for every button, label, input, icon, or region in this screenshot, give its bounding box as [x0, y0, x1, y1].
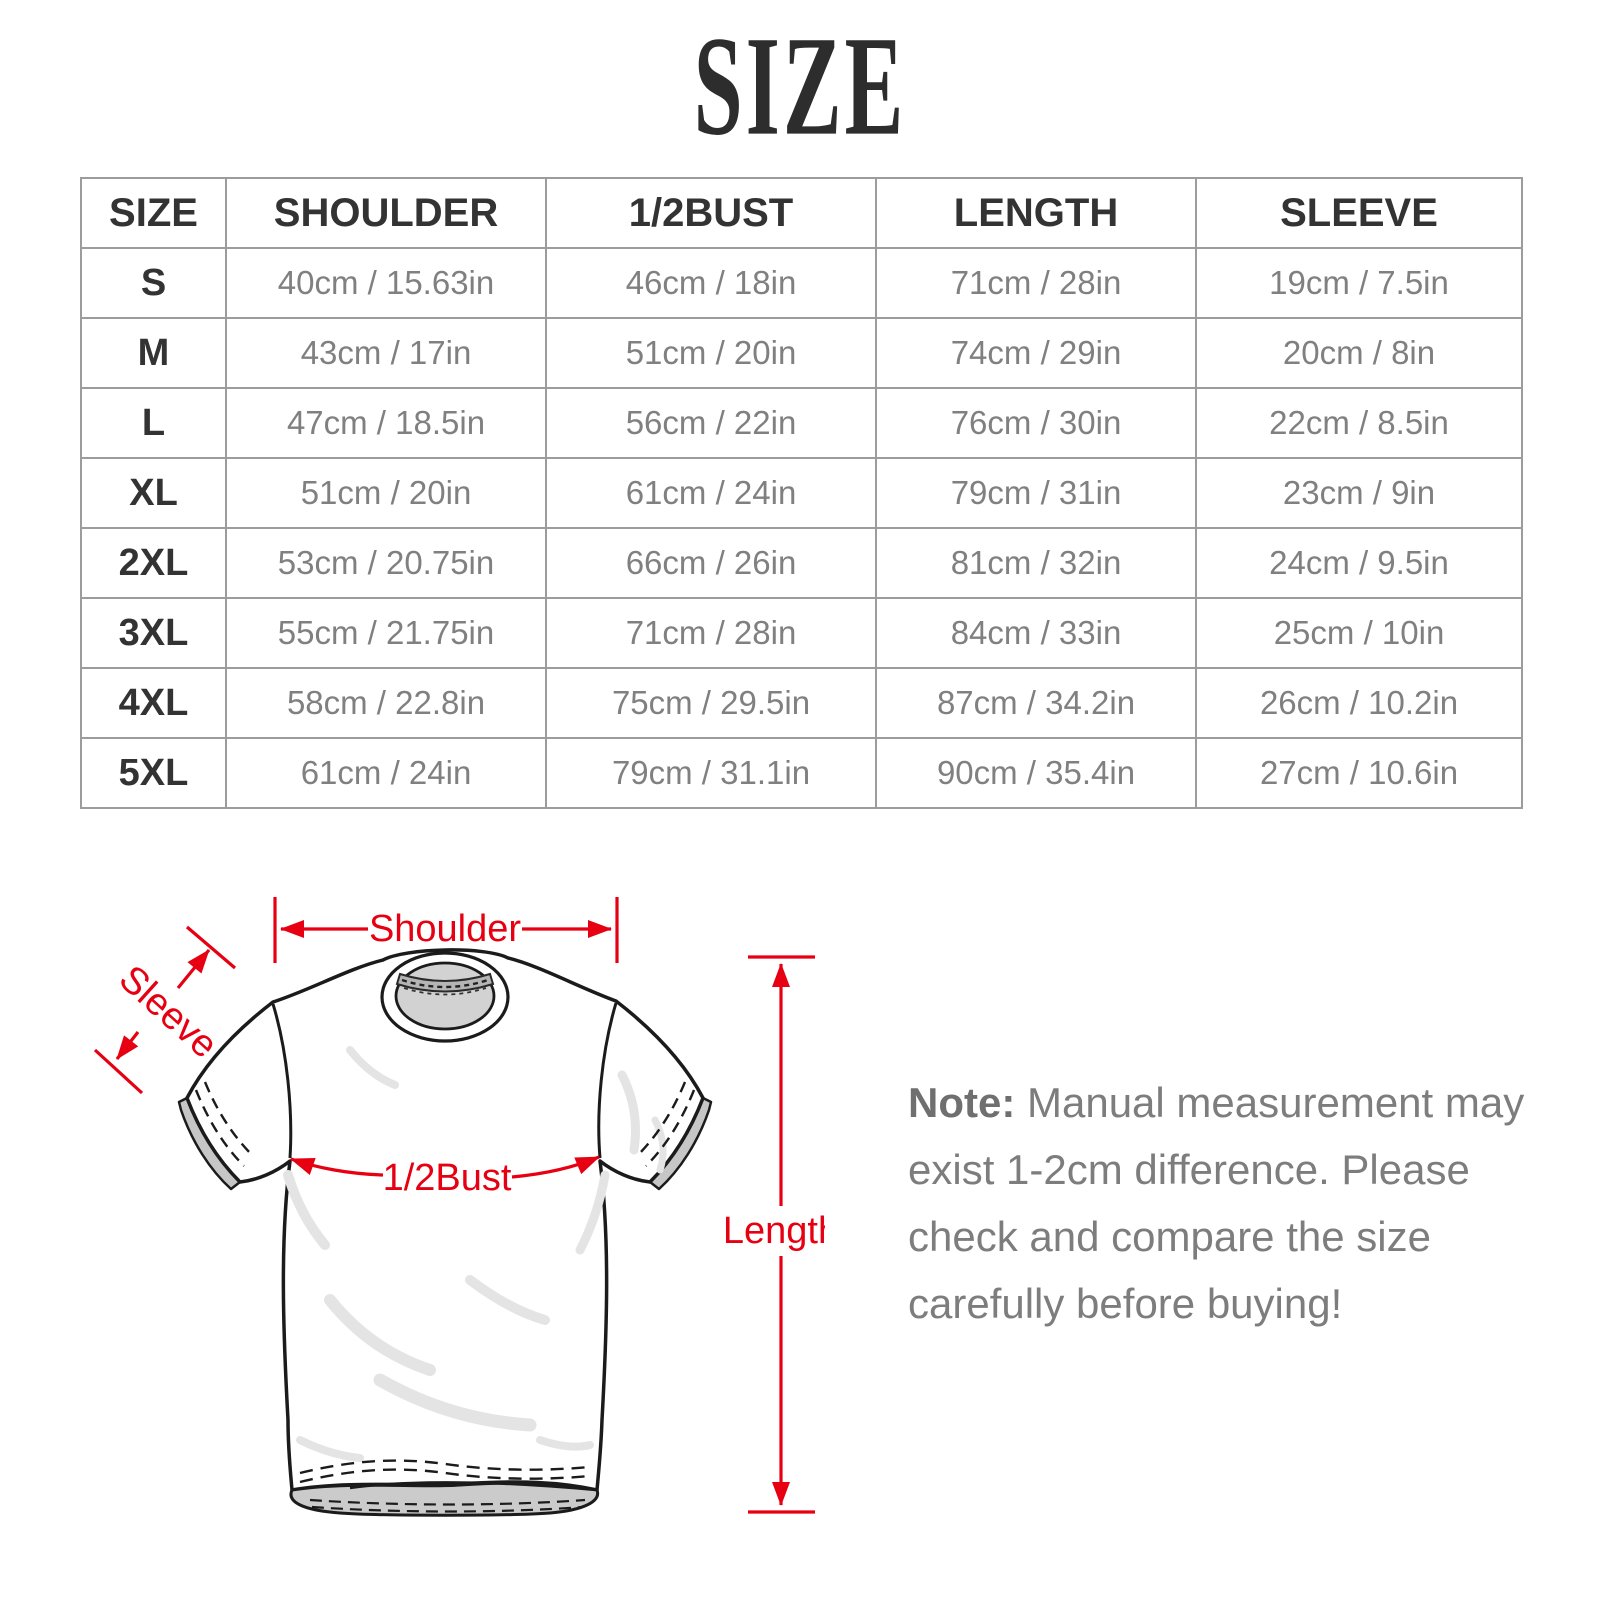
measurement-cell: 26cm / 10.2in [1195, 667, 1523, 739]
measurement-cell: 87cm / 34.2in [875, 667, 1197, 739]
note-line: exist 1-2cm difference. Please [908, 1146, 1470, 1193]
measurement-annotations: Shoulder Sleeve 1/2Bust Length [93, 897, 825, 1514]
measurement-cell: 51cm / 20in [545, 317, 877, 389]
measurement-cell: 23cm / 9in [1195, 457, 1523, 529]
table-row: 2XL 53cm / 20.75in 66cm / 26in 81cm / 32… [80, 527, 1523, 599]
table-row: M 43cm / 17in 51cm / 20in 74cm / 29in 20… [80, 317, 1523, 389]
note-text: Manual measurement may [1027, 1079, 1525, 1126]
measurement-cell: 66cm / 26in [545, 527, 877, 599]
column-header-shoulder: SHOULDER [225, 177, 547, 249]
measurement-cell: 46cm / 18in [545, 247, 877, 319]
size-cell: 4XL [80, 667, 227, 739]
measurement-cell: 84cm / 33in [875, 597, 1197, 669]
size-cell: L [80, 387, 227, 459]
table-row: 5XL 61cm / 24in 79cm / 31.1in 90cm / 35.… [80, 737, 1523, 809]
measurement-cell: 61cm / 24in [545, 457, 877, 529]
cuff-stitches [194, 1081, 696, 1167]
sleeve-tick-top [185, 925, 237, 970]
measurement-cell: 79cm / 31.1in [545, 737, 877, 809]
tshirt-graphic [177, 948, 713, 1517]
table-row: S 40cm / 15.63in 46cm / 18in 71cm / 28in… [80, 247, 1523, 319]
size-cell: 3XL [80, 597, 227, 669]
shoulder-label: Shoulder [369, 908, 521, 950]
sleeve-arrow-down [115, 1031, 140, 1060]
right-sleeve-seam [597, 1002, 618, 1159]
size-cell: S [80, 247, 227, 319]
hem-band [289, 1481, 600, 1517]
measurement-cell: 74cm / 29in [875, 317, 1197, 389]
sleeve-tick-bottom [93, 1048, 144, 1095]
measurement-cell: 55cm / 21.75in [225, 597, 547, 669]
table-row: L 47cm / 18.5in 56cm / 22in 76cm / 30in … [80, 387, 1523, 459]
size-cell: M [80, 317, 227, 389]
hem-fold-line [349, 1481, 597, 1492]
note-line: carefully before buying! [908, 1280, 1343, 1327]
measurement-cell: 81cm / 32in [875, 527, 1197, 599]
column-header-sleeve: SLEEVE [1195, 177, 1523, 249]
collar-band-stitch2 [403, 987, 487, 996]
measurement-cell: 20cm / 8in [1195, 317, 1523, 389]
table-row: 3XL 55cm / 21.75in 71cm / 28in 84cm / 33… [80, 597, 1523, 669]
note-line: Note: Manual measurement may [908, 1069, 1528, 1136]
bust-arrow-left [290, 1157, 384, 1177]
column-header-length: LENGTH [875, 177, 1197, 249]
title-wrap: SIZE [0, 16, 1600, 159]
collar-inner [394, 961, 496, 1031]
measurement-cell: 56cm / 22in [545, 387, 877, 459]
size-table: SIZE SHOULDER 1/2BUST LENGTH SLEEVE S 40… [80, 177, 1523, 809]
bust-annotation: 1/2Bust [290, 1155, 600, 1199]
measurement-cell: 76cm / 30in [875, 387, 1197, 459]
column-header-size: SIZE [80, 177, 227, 249]
measurement-cell: 71cm / 28in [875, 247, 1197, 319]
shoulder-annotation: Shoulder [273, 897, 619, 963]
measurement-cell: 22cm / 8.5in [1195, 387, 1523, 459]
collar-band [395, 972, 495, 993]
measurement-cell: 61cm / 24in [225, 737, 547, 809]
measurement-cell: 25cm / 10in [1195, 597, 1523, 669]
bust-arrow-right [511, 1155, 600, 1179]
size-cell: XL [80, 457, 227, 529]
measurement-cell: 53cm / 20.75in [225, 527, 547, 599]
measurement-cell: 40cm / 15.63in [225, 247, 547, 319]
measurement-note: Note: Manual measurement may exist 1-2cm… [908, 1069, 1528, 1337]
measurement-cell: 24cm / 9.5in [1195, 527, 1523, 599]
measurement-cell: 75cm / 29.5in [545, 667, 877, 739]
table-header-row: SIZE SHOULDER 1/2BUST LENGTH SLEEVE [80, 177, 1523, 249]
measurement-cell: 51cm / 20in [225, 457, 547, 529]
measurement-cell: 27cm / 10.6in [1195, 737, 1523, 809]
size-cell: 2XL [80, 527, 227, 599]
bust-label: 1/2Bust [383, 1157, 512, 1199]
hem-stitches [299, 1459, 591, 1484]
left-sleeve-seam [271, 1003, 293, 1159]
note-line: check and compare the size [908, 1213, 1431, 1260]
measurement-cell: 79cm / 31in [875, 457, 1197, 529]
column-header-bust: 1/2BUST [545, 177, 877, 249]
sleeve-arrow-up [176, 948, 211, 990]
size-cell: 5XL [80, 737, 227, 809]
measurement-cell: 43cm / 17in [225, 317, 547, 389]
measurement-cell: 71cm / 28in [545, 597, 877, 669]
sleeve-label: Sleeve [111, 958, 225, 1067]
table-row: 4XL 58cm / 22.8in 75cm / 29.5in 87cm / 3… [80, 667, 1523, 739]
length-label: Length [723, 1210, 825, 1252]
measurement-cell: 58cm / 22.8in [225, 667, 547, 739]
size-diagram: Shoulder Sleeve 1/2Bust Length [93, 897, 825, 1517]
measurement-cell: 90cm / 35.4in [875, 737, 1197, 809]
note-label: Note: [908, 1079, 1016, 1126]
hem-band-stitches [309, 1498, 586, 1513]
measurement-cell: 47cm / 18.5in [225, 387, 547, 459]
tshirt-body [185, 948, 705, 1492]
page-title: SIZE [693, 8, 907, 167]
length-label-bg [716, 1206, 825, 1256]
length-annotation: Length [716, 955, 825, 1514]
table-row: XL 51cm / 20in 61cm / 24in 79cm / 31in 2… [80, 457, 1523, 529]
measurement-cell: 19cm / 7.5in [1195, 247, 1523, 319]
